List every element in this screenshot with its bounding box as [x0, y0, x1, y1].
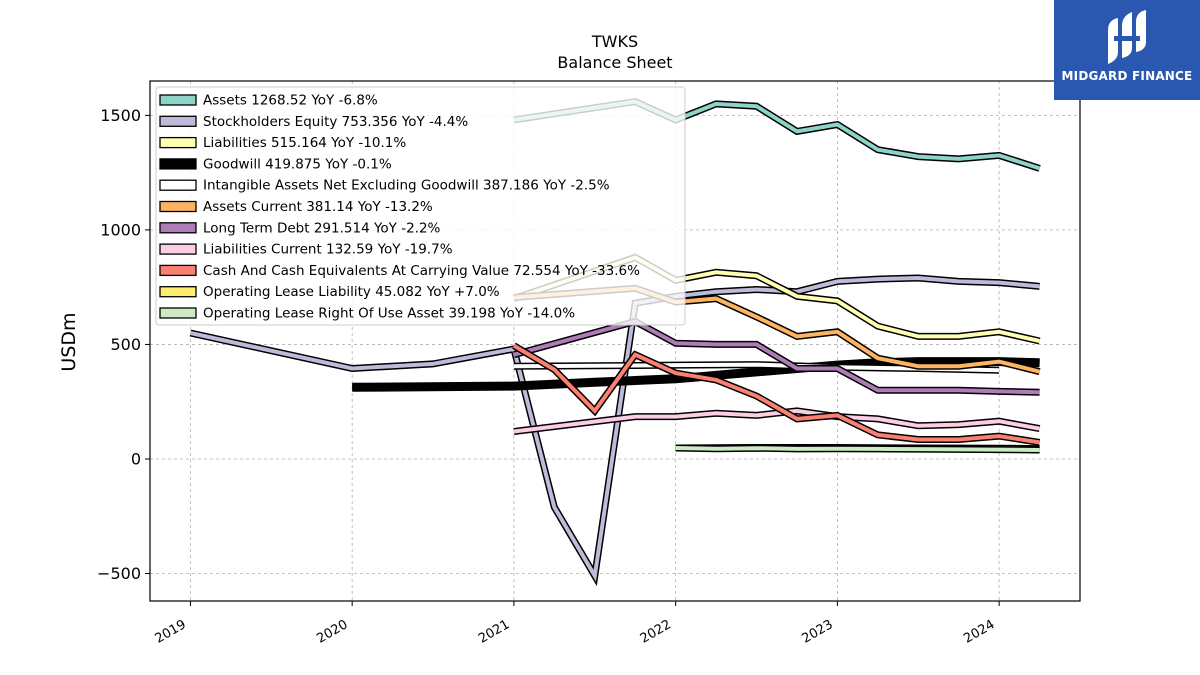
y-tick-label: 1000 — [100, 220, 141, 239]
x-tick-label: 2019 — [153, 617, 189, 647]
midgard-logo-icon — [1108, 10, 1146, 64]
legend-entry: Assets Current 381.14 YoY -13.2% — [203, 199, 433, 215]
y-tick-label: −500 — [97, 564, 141, 583]
legend-entry: Assets 1268.52 YoY -6.8% — [203, 93, 378, 109]
legend-entry: Operating Lease Right Of Use Asset 39.19… — [203, 306, 575, 322]
series-line-1 — [189, 275, 1040, 582]
x-tick-label: 2022 — [638, 617, 674, 647]
legend-swatch — [159, 158, 197, 170]
legend-swatch — [159, 136, 197, 149]
legend-swatch — [159, 264, 197, 277]
legend-swatch — [159, 94, 197, 106]
y-tick-label: 1500 — [100, 106, 141, 125]
x-tick-label: 2023 — [800, 617, 836, 647]
brand-name: MIDGARD FINANCE — [1061, 69, 1193, 83]
legend-entry: Liabilities Current 132.59 YoY -19.7% — [203, 242, 453, 258]
y-tick-label: 500 — [110, 335, 141, 354]
legend-swatch — [159, 286, 197, 298]
x-tick-label: 2020 — [314, 617, 350, 647]
legend-box — [155, 86, 686, 326]
series-line-6 — [513, 319, 1040, 395]
legend-swatch — [159, 243, 197, 255]
legend-entry: Intangible Assets Net Excluding Goodwill… — [203, 178, 610, 194]
plot-frame — [149, 80, 1081, 602]
x-tick-label: 2024 — [961, 617, 997, 647]
legend-entry: Liabilities 515.164 YoY -10.1% — [203, 135, 406, 151]
x-tick-label: 2021 — [476, 617, 512, 647]
series-line-8 — [512, 343, 1040, 445]
legend-entry: Long Term Debt 291.514 YoY -2.2% — [203, 220, 441, 236]
legend-entry: Operating Lease Liability 45.082 YoY +7.… — [203, 284, 500, 300]
series-line-10 — [675, 446, 1040, 452]
legend-entry: Goodwill 419.875 YoY -0.1% — [203, 156, 392, 172]
chart-title: TWKS — [591, 32, 638, 51]
legend: Assets 1268.52 YoY -6.8% Stockholders Equ… — [155, 86, 686, 326]
legend-entry: Stockholders Equity 753.356 YoY -4.4% — [203, 114, 468, 130]
chart-subtitle: Balance Sheet — [557, 53, 672, 72]
legend-swatch — [159, 115, 197, 127]
legend-swatch — [159, 200, 197, 213]
legend-entry: Cash And Cash Equivalents At Carrying Va… — [203, 263, 640, 279]
legend-swatch — [159, 179, 197, 191]
y-tick-label: 0 — [131, 449, 141, 468]
midgard-finance-logo: MIDGARD FINANCE — [1054, 0, 1200, 100]
legend-swatch — [159, 307, 197, 319]
y-axis-label: USDm — [58, 312, 80, 371]
legend-swatch — [159, 222, 197, 234]
